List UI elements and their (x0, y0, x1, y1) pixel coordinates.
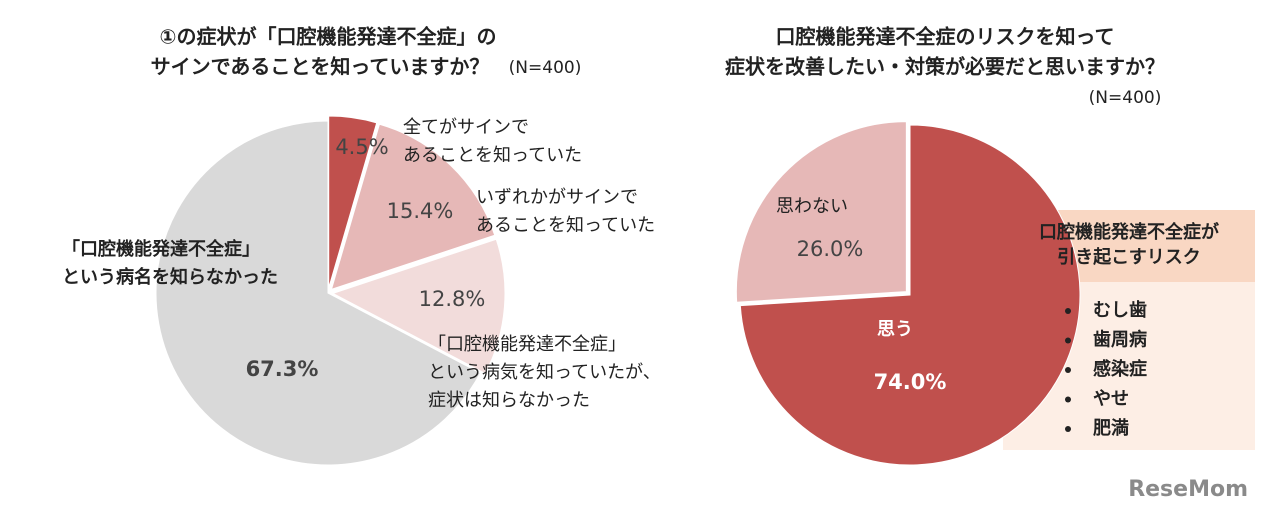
category-label: 全てがサインで (403, 117, 529, 138)
bullet (1065, 308, 1071, 314)
risk-item: 肥満 (1092, 417, 1129, 439)
risk-box-title: 口腔機能発達不全症が (1039, 221, 1219, 243)
bullet (1065, 367, 1071, 373)
pie-slice (735, 121, 907, 303)
value-label: 26.0% (797, 237, 864, 261)
pie-slice (328, 115, 378, 289)
category-label: 「口腔機能発達不全症」 (428, 334, 626, 355)
risk-item: 感染症 (1093, 358, 1147, 380)
chart-subtitle: (N=400) (1089, 88, 1162, 108)
category-label: いずれかがサインで (476, 187, 638, 208)
chart-title: 症状を改善したい・対策が必要だと思いますか？ (725, 55, 1165, 79)
bullet (1065, 337, 1071, 344)
risk-item: むし歯 (1093, 299, 1147, 321)
category-label: あることを知っていた (476, 215, 655, 236)
bullet (1065, 426, 1071, 432)
value-label: 15.4% (387, 199, 454, 223)
risk-item: 歯周病 (1093, 329, 1147, 351)
category-label: 思う (877, 319, 913, 340)
category-label: あることを知っていた (403, 145, 582, 166)
bullet (1065, 396, 1071, 403)
category-label: 「口腔機能発達不全症」 (62, 238, 260, 260)
value-label: 12.8% (419, 287, 486, 311)
chart-title: サインであることを知っていますか？ (151, 55, 490, 79)
category-label: という病気を知っていたが、 (428, 362, 661, 383)
value-label: 67.3% (246, 357, 319, 381)
pie-slice (739, 124, 1081, 466)
category-label: という病名を知らなかった (62, 266, 278, 288)
chart-title: 口腔機能発達不全症のリスクを知って (776, 25, 1115, 49)
pie-slice (331, 238, 506, 375)
value-label: 4.5% (335, 135, 388, 159)
risk-box-title: 引き起こすリスク (1057, 246, 1201, 268)
risk-item: やせ (1093, 389, 1129, 410)
category-label: 思わない (776, 196, 848, 217)
chart-title: ①の症状が「口腔機能発達不全症」の (160, 25, 497, 49)
category-label: 症状は知らなかった (428, 390, 590, 411)
chart-subtitle: (N=400) (509, 58, 582, 78)
value-label: 74.0% (874, 370, 947, 394)
watermark: ReseMom (1128, 477, 1248, 502)
pie-slice (330, 123, 496, 291)
pie-slice (155, 120, 481, 466)
